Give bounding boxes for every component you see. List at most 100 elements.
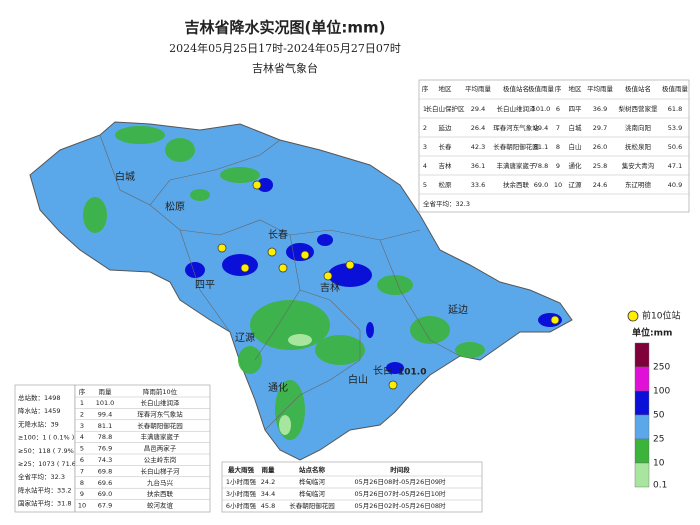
column-header: 极值雨量 bbox=[662, 84, 689, 93]
cell: 丰满唐家崴子 bbox=[141, 432, 181, 441]
cell: 昌邑两家子 bbox=[144, 444, 177, 453]
cell: 53.9 bbox=[668, 124, 682, 132]
cell: 74.3 bbox=[98, 456, 112, 464]
cell: 6 bbox=[80, 456, 84, 464]
cell: 69.0 bbox=[98, 490, 112, 498]
column-header: 时间段 bbox=[390, 465, 410, 474]
top10-stations bbox=[217, 180, 560, 390]
station-dot bbox=[278, 263, 288, 273]
city-label: 松原 bbox=[165, 200, 185, 213]
stat-line: 国家站平均：31.8 bbox=[18, 499, 71, 508]
legend-level: 50 bbox=[653, 411, 665, 421]
column-header: 平均雨量 bbox=[587, 84, 614, 93]
cell: 7 bbox=[556, 124, 560, 132]
column-header: 极值雨量 bbox=[528, 84, 555, 93]
cell: 69.6 bbox=[98, 479, 112, 487]
cell: 蛟河友谊 bbox=[147, 501, 174, 510]
station-dot bbox=[267, 247, 277, 257]
column-header: 极值站名 bbox=[503, 84, 529, 93]
legend-swatch bbox=[634, 342, 650, 368]
cell: 36.1 bbox=[471, 162, 485, 170]
cell: 10 bbox=[78, 502, 86, 510]
stat-line: 无降水站：39 bbox=[18, 419, 59, 428]
cell: 抚松泉阳 bbox=[625, 142, 651, 151]
cell: 4 bbox=[80, 433, 84, 441]
cell: 1 bbox=[423, 105, 427, 113]
legend-swatch bbox=[634, 414, 650, 440]
cell: 吉林 bbox=[439, 161, 453, 170]
cell: 78.8 bbox=[98, 433, 112, 441]
station-dot bbox=[550, 315, 560, 325]
cell: 9 bbox=[556, 162, 560, 170]
cell: 45.8 bbox=[261, 502, 275, 510]
region-table: 序地区 平均雨量 极值站名 极值雨量序地区 平均雨量 极值站名 极值雨量1长白山保护区 29.… bbox=[418, 79, 690, 213]
station-dot bbox=[240, 263, 250, 273]
cell: 九台马兴 bbox=[147, 478, 174, 487]
cell: 29.7 bbox=[593, 124, 607, 132]
cell: 5 bbox=[423, 181, 427, 189]
cell: 白城 bbox=[569, 123, 583, 132]
column-header: 降雨前10位 bbox=[143, 387, 178, 396]
top10-table: 序 雨量 降雨前10位 1 101.0 长白山维润泽 2 99.4 珲春河东气象站 3 81.1 长春… bbox=[74, 384, 211, 513]
cell: 81.1 bbox=[98, 422, 112, 430]
cell: 公主岭东岗 bbox=[144, 455, 177, 464]
legend-swatch bbox=[634, 438, 650, 464]
cell: 36.9 bbox=[593, 105, 607, 113]
cell: 2 bbox=[80, 410, 84, 418]
station-dot bbox=[300, 250, 310, 260]
stat-line: ≥50：118 ( 7.9% ) bbox=[18, 447, 78, 455]
city-label: 长白 bbox=[373, 364, 393, 377]
legend-marker-label: 前10位站 bbox=[642, 310, 680, 322]
cell: 延边 bbox=[439, 123, 453, 132]
station-dot bbox=[217, 243, 227, 253]
cell: 67.9 bbox=[98, 502, 112, 510]
stat-line: 总站数：1498 bbox=[18, 393, 61, 402]
city-label: 白山 bbox=[348, 373, 368, 386]
city-label: 吉林 bbox=[320, 281, 340, 294]
stat-line: ≥100：1 ( 0.1% ) bbox=[18, 434, 74, 442]
legend-level: 100 bbox=[653, 387, 670, 397]
cell: 辽源 bbox=[569, 180, 583, 189]
cell: 3小时雨强 bbox=[226, 489, 257, 498]
cell: 78.8 bbox=[534, 162, 548, 170]
legend-level: 10 bbox=[653, 459, 665, 469]
cell: 61.8 bbox=[668, 105, 682, 113]
column-header: 序 bbox=[555, 84, 562, 93]
column-header: 雨量 bbox=[99, 388, 113, 396]
stats-box: 总站数：1498 降水站：1459 无降水站：39 ≥100：1 ( 0.1% ) ≥5… bbox=[14, 384, 87, 513]
cell: 松原 bbox=[439, 180, 453, 189]
column-header: 序 bbox=[79, 387, 86, 396]
cell: 扶余西联 bbox=[147, 489, 174, 498]
city-label: 延边 bbox=[448, 304, 468, 316]
cell: 24.2 bbox=[261, 478, 275, 486]
cell: 7 bbox=[80, 467, 84, 475]
cell: 长白山保护区 bbox=[426, 104, 466, 113]
cell: 81.1 bbox=[534, 143, 548, 151]
cell: 长春朝阳御花园 bbox=[137, 421, 183, 430]
cell: 05月26日02时-05月26日08时 bbox=[355, 501, 446, 510]
max-annotation: 101.0 bbox=[398, 368, 426, 378]
cell: 50.6 bbox=[668, 143, 682, 151]
cell: 6 bbox=[556, 105, 560, 113]
cell: 1 bbox=[80, 399, 84, 407]
column-header: 极值站名 bbox=[625, 84, 651, 93]
cell: 桦甸临河 bbox=[299, 489, 326, 498]
stat-line: ≥25：1073 ( 71.6% ) bbox=[18, 460, 87, 468]
cell: 梨树西营家堡 bbox=[619, 104, 659, 113]
city-label: 四平 bbox=[195, 280, 215, 291]
station-dot bbox=[345, 260, 355, 270]
station-dot bbox=[388, 380, 398, 390]
intensity-table: 最大雨强 雨量 站点名称 时间段 1小时雨强 24.2 桦甸临河 05月26日08时-05月2… bbox=[221, 461, 483, 513]
cell: 69.0 bbox=[534, 181, 548, 189]
column-header: 雨量 bbox=[262, 465, 276, 474]
cell: 26.0 bbox=[593, 143, 607, 151]
cell: 集安大青沟 bbox=[622, 161, 655, 170]
cell: 四平 bbox=[569, 105, 583, 113]
cell: 05月26日07时-05月26日10时 bbox=[355, 489, 446, 498]
legend-unit: 单位:mm bbox=[632, 327, 672, 339]
city-label: 通化 bbox=[268, 381, 288, 394]
cell: 5 bbox=[80, 445, 84, 453]
cell: 长白山维润泽 bbox=[497, 104, 537, 113]
cell: 4 bbox=[423, 162, 427, 170]
borders bbox=[99, 134, 461, 431]
